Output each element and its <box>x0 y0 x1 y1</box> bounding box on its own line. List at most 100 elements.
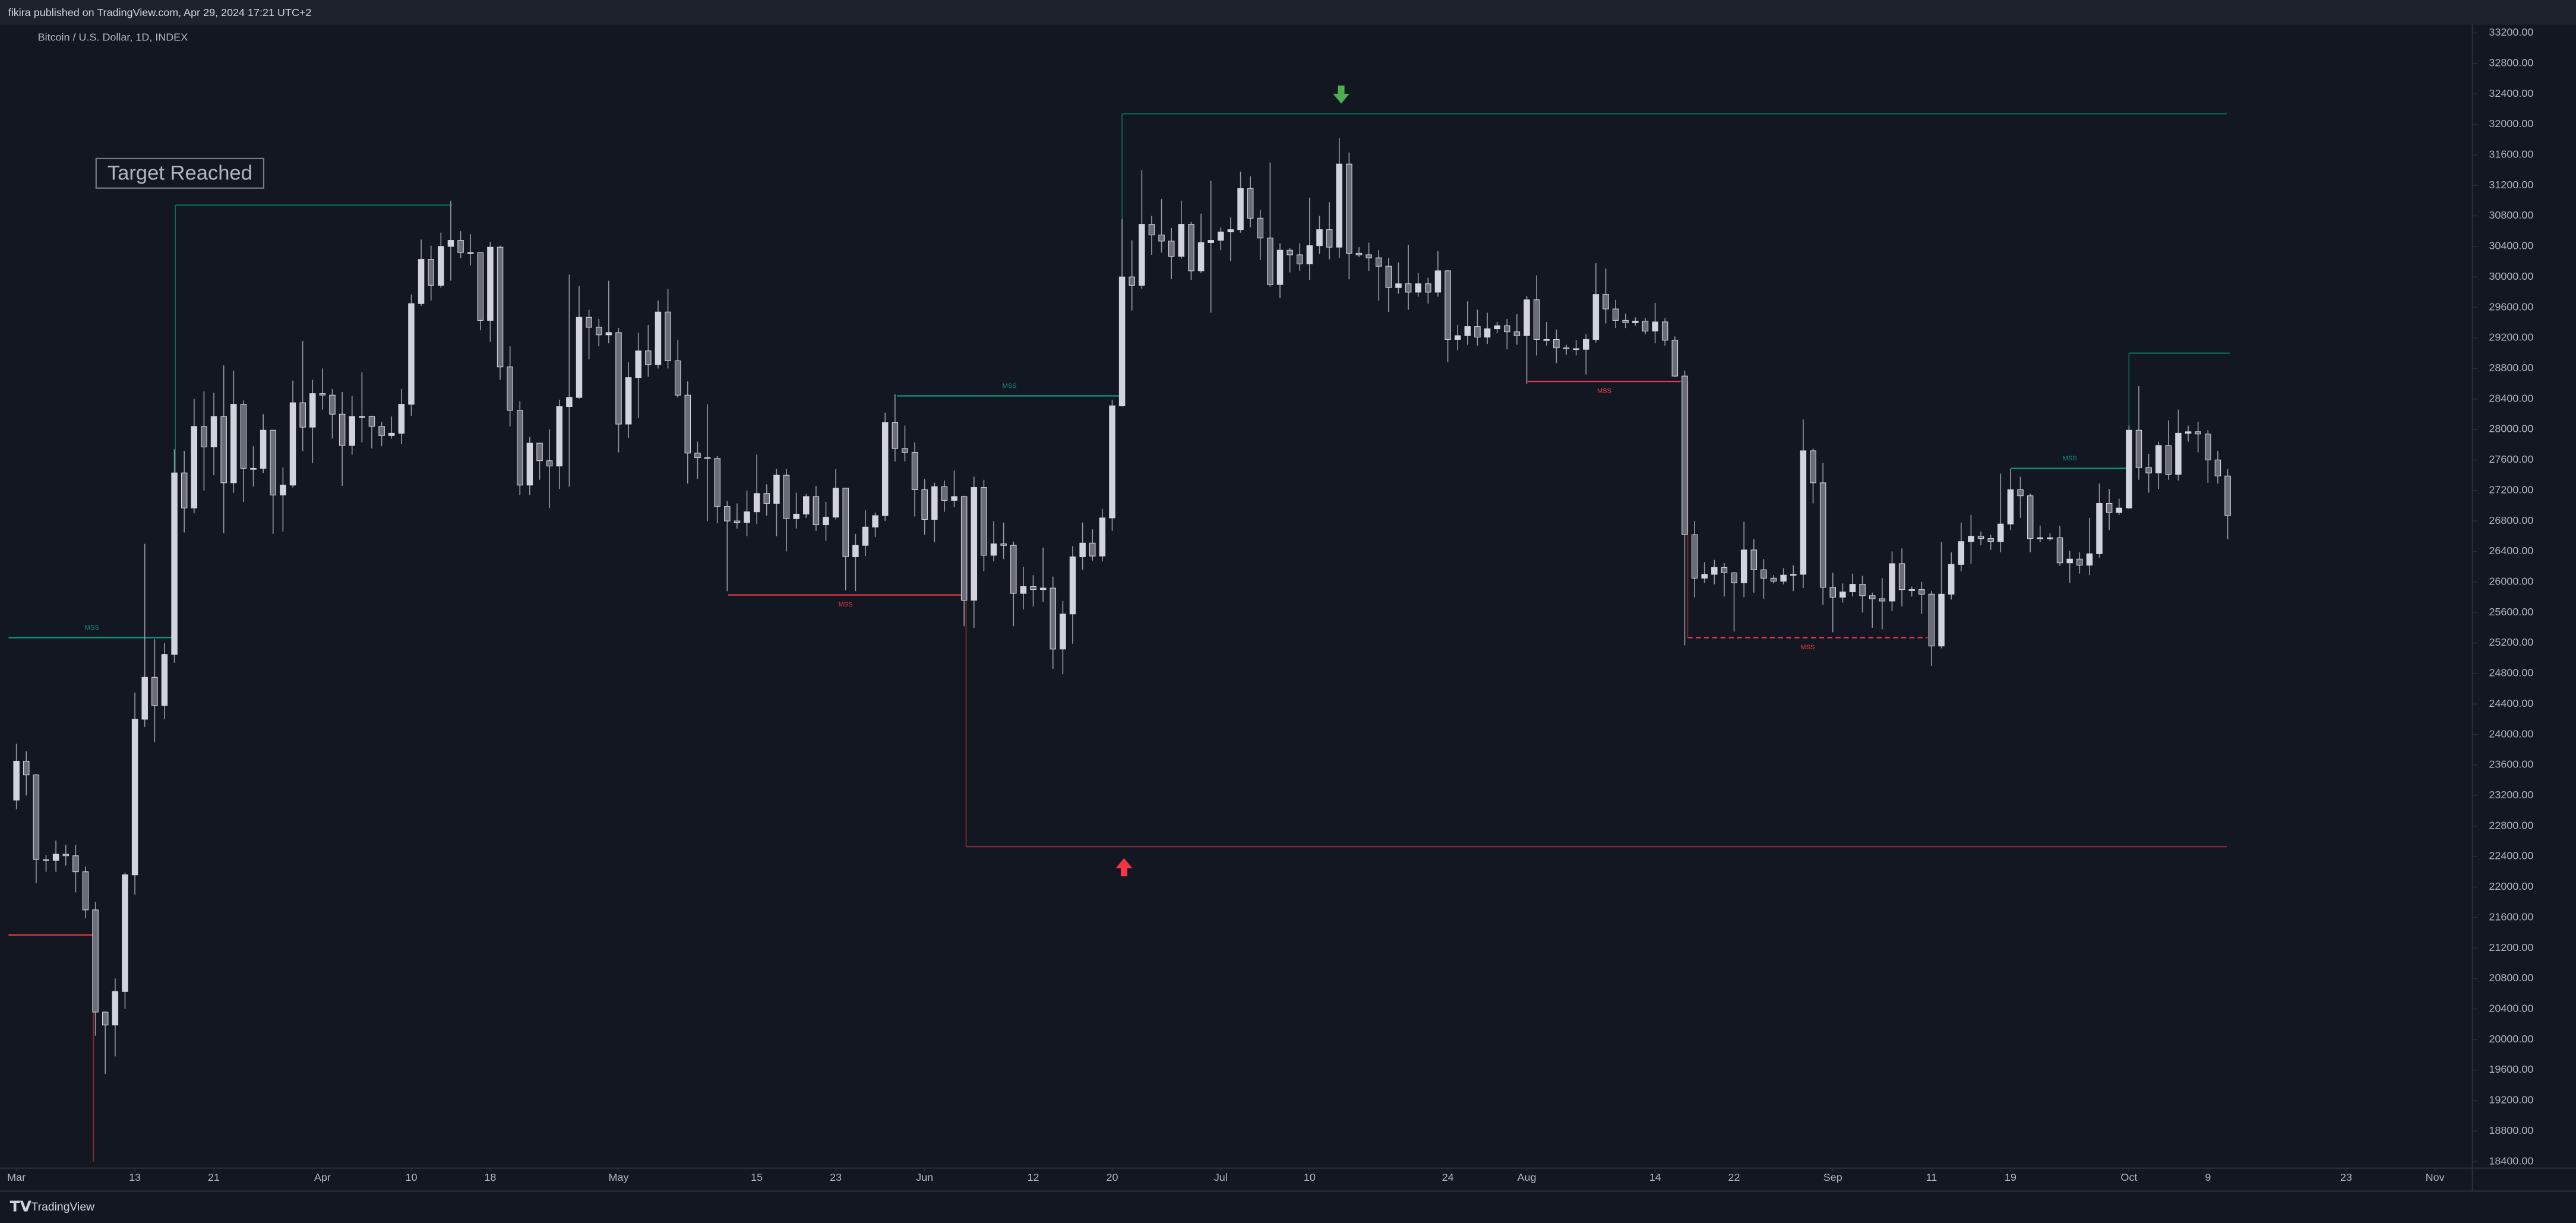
brand: TradingView <box>31 1200 96 1213</box>
candle-body <box>270 429 277 495</box>
candle-body <box>2155 445 2162 473</box>
candle-body <box>1060 614 1066 650</box>
candle-body <box>82 871 89 911</box>
candle-body <box>813 496 820 526</box>
candle-body <box>586 317 592 328</box>
candle-body <box>1168 241 1175 257</box>
candle-body <box>823 517 829 526</box>
candle-body <box>13 760 20 801</box>
candle-body <box>605 332 612 336</box>
candle-body <box>2027 495 2034 539</box>
candle-body <box>1770 577 1777 582</box>
candle-body <box>309 393 316 428</box>
candle-body <box>1208 240 1214 243</box>
candle-body <box>1039 587 1047 590</box>
candle-body <box>191 426 198 508</box>
candle-body <box>2047 537 2053 539</box>
y-tick-label: 32800.00 <box>2489 56 2533 68</box>
candle-body <box>2007 489 2014 524</box>
candle-body <box>122 874 128 992</box>
candle-body <box>1819 482 1826 588</box>
candle-body <box>2116 507 2122 513</box>
candle-body <box>408 303 415 405</box>
level-label: MSS <box>1003 383 1017 390</box>
candle-body <box>102 1012 109 1026</box>
candle-body <box>1158 235 1165 242</box>
candle-body <box>210 416 217 448</box>
candle-body <box>1918 589 1925 595</box>
candle-body <box>2195 431 2201 435</box>
candle-body <box>201 426 207 448</box>
candle-body <box>1079 542 1086 557</box>
candle-body <box>1859 584 1866 596</box>
candle-body <box>1810 450 1816 483</box>
candle-body <box>1395 283 1402 288</box>
candle-body <box>1089 542 1096 557</box>
candle-body <box>1346 163 1352 254</box>
candle-body <box>517 410 523 486</box>
level-label: MSS <box>2063 455 2077 462</box>
candle-body <box>1898 563 1905 590</box>
x-tick-label: Nov <box>2426 1171 2445 1183</box>
signal-arrow <box>1115 858 1133 877</box>
candle-body <box>2017 489 2024 497</box>
x-tick-label: Jun <box>916 1171 933 1183</box>
candle-body <box>1297 254 1303 264</box>
y-tick-label: 22400.00 <box>2489 850 2533 862</box>
candle-body <box>595 327 602 336</box>
candle-body <box>1267 238 1273 285</box>
x-tick-label: 22 <box>1728 1171 1740 1183</box>
candle-body <box>2135 429 2142 468</box>
candle-body <box>990 543 997 556</box>
candle-body <box>911 451 918 490</box>
candle-body <box>1355 252 1363 255</box>
candle-body <box>645 350 652 365</box>
candle-body <box>1188 224 1194 271</box>
candle-body <box>1948 564 1955 595</box>
candle-body <box>1652 321 1658 331</box>
candle-body <box>2145 467 2152 473</box>
x-tick-label: 19 <box>2005 1171 2016 1183</box>
candle-body <box>1997 523 2004 542</box>
y-tick-label: 26400.00 <box>2489 545 2533 557</box>
y-tick-label: 24000.00 <box>2489 728 2533 740</box>
candle-body <box>704 457 711 459</box>
y-tick-label: 31200.00 <box>2489 179 2533 191</box>
candle-body <box>467 252 474 254</box>
candle-body <box>1928 593 1935 647</box>
candle-body <box>2126 429 2132 508</box>
candle-body <box>2106 503 2113 513</box>
candle-body <box>526 443 533 486</box>
candle-body <box>1740 549 1747 583</box>
candle-body <box>566 397 573 407</box>
candle-body <box>931 486 938 520</box>
x-tick-label: 21 <box>208 1171 220 1183</box>
candle-body <box>428 259 434 286</box>
candle-body <box>1504 325 1510 333</box>
candle-body <box>1760 569 1767 579</box>
candle-body <box>655 311 662 365</box>
candle-body <box>260 429 267 469</box>
candle-body <box>1671 340 1679 377</box>
y-tick-label: 20800.00 <box>2489 972 2533 984</box>
candle-body <box>418 259 425 304</box>
candle-body <box>240 404 247 469</box>
y-tick-label: 19600.00 <box>2489 1063 2533 1075</box>
candle-body <box>368 416 375 427</box>
y-tick-label: 22800.00 <box>2489 819 2533 831</box>
candle-body <box>2096 503 2103 554</box>
x-tick-label: 13 <box>129 1171 141 1183</box>
y-tick-label: 30000.00 <box>2489 270 2533 282</box>
y-tick-label: 26800.00 <box>2489 514 2533 526</box>
candle-body <box>1227 229 1234 233</box>
y-tick-label: 32400.00 <box>2489 87 2533 99</box>
candle-body <box>2224 475 2231 516</box>
candle-body <box>674 360 681 396</box>
candle-body <box>1721 567 1728 573</box>
x-tick-label: Jul <box>1214 1171 1228 1183</box>
candle-body <box>299 402 306 428</box>
candle-body <box>1099 517 1106 557</box>
candle-body <box>1050 587 1057 650</box>
candle-body <box>803 496 810 515</box>
candle-body <box>1434 270 1442 293</box>
